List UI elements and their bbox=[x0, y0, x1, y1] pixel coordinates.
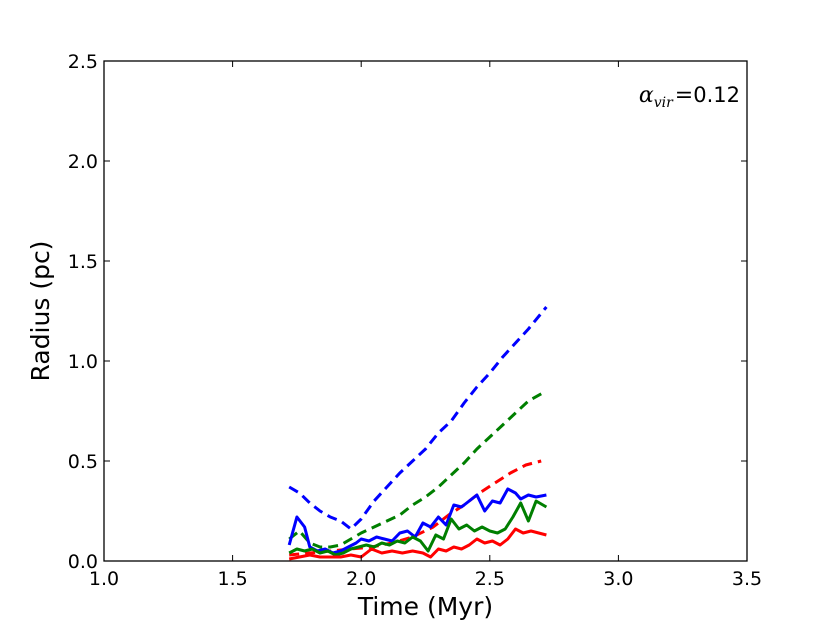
series-line-5-solid bbox=[288, 499, 548, 557]
series-line-1-dashed bbox=[288, 306, 548, 531]
y-tick-label: 2.0 bbox=[68, 151, 98, 173]
y-tick-label: 1.0 bbox=[68, 351, 98, 373]
y-axis-label: Radius (pc) bbox=[26, 241, 55, 382]
annotation-value: 0.12 bbox=[693, 83, 740, 107]
y-tick-label: 1.5 bbox=[68, 251, 98, 273]
annotation-equals: = bbox=[675, 83, 693, 108]
series-layer bbox=[287, 306, 548, 561]
series-line-6-solid bbox=[288, 527, 547, 561]
x-tick-label: 1.5 bbox=[217, 568, 247, 590]
x-axis-label: Time (Myr) bbox=[357, 592, 493, 621]
ticks-layer: 1.0 1.5 2.0 2.5 3.0 3.5 0.0 0.5 1.0 1.5 2.0 2.5 bbox=[68, 51, 762, 590]
series-line-2-dashed bbox=[288, 389, 548, 549]
x-tick-label: 1.0 bbox=[89, 568, 119, 590]
x-tick-label: 3.0 bbox=[603, 568, 633, 590]
alpha-vir-annotation: αvir=0.12 bbox=[639, 83, 740, 111]
annotation-subscript: vir bbox=[654, 95, 674, 111]
x-tick-label: 3.5 bbox=[732, 568, 762, 590]
y-tick-label: 0.5 bbox=[68, 451, 98, 473]
plot-frame bbox=[103, 60, 748, 562]
x-tick-label: 2.5 bbox=[475, 568, 505, 590]
series-line-3-dashed bbox=[289, 459, 542, 557]
annotation-symbol: α bbox=[639, 83, 654, 108]
x-tick-label: 2.0 bbox=[346, 568, 376, 590]
y-tick-label: 0.0 bbox=[68, 551, 98, 573]
y-tick-label: 2.5 bbox=[68, 51, 98, 73]
